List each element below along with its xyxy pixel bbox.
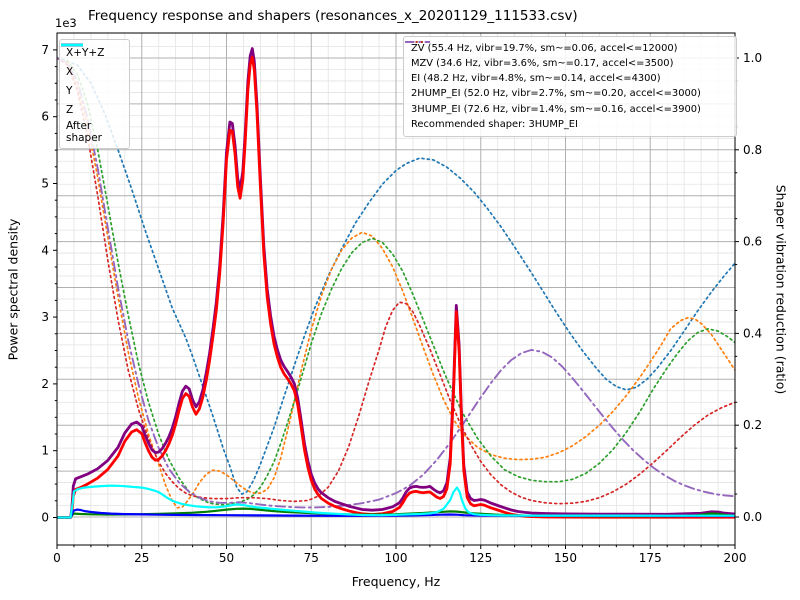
tick-labels: 0 25 50 75 100 125 150 175 200 0 1 2 3 4 5 6 7 1.0 0.8 0.6 0… [41, 43, 762, 565]
y-right-tick-label: 0.2 [743, 418, 762, 432]
series-line-x [57, 55, 735, 519]
psd-curves [57, 47, 735, 519]
y-left-tick-label: 3 [41, 310, 49, 324]
x-tick-label: 200 [724, 551, 747, 565]
x-tick-label: 175 [639, 551, 662, 565]
series-line-2hump-ei [57, 57, 735, 505]
legend-item-zv: ZV (55.4 Hz, vibr=19.7%, sm~=0.06, accel… [405, 41, 729, 56]
x-axis-label: Frequency, Hz [351, 574, 441, 589]
x-tick-label: 100 [385, 551, 408, 565]
series-line-ei [57, 57, 735, 506]
legend-item-2hump-ei-label: 2HUMP_EI (52.0 Hz, vibr=2.7%, sm~=0.20, … [411, 88, 701, 100]
x-tick-label: 50 [219, 551, 234, 565]
legend-psd: X+Y+Z X Y Z After shaper [59, 39, 130, 150]
series-line-mzv [57, 57, 735, 509]
legend-item-2hump-ei: 2HUMP_EI (52.0 Hz, vibr=2.7%, sm~=0.20, … [405, 41, 729, 102]
x-tick-label: 125 [469, 551, 492, 565]
y-left-tick-label: 7 [41, 43, 49, 57]
x-tick-label: 150 [554, 551, 577, 565]
legend-swatch [404, 37, 431, 47]
y-axis-offset-text: 1e3 [55, 16, 77, 30]
legend-swatch [405, 41, 430, 43]
legend-item-ei-label: EI (48.2 Hz, vibr=4.8%, sm~=0.14, accel<… [411, 73, 661, 85]
y-right-tick-label: 0.0 [743, 510, 762, 524]
chart-title: Frequency response and shapers (resonanc… [88, 8, 578, 24]
legend-shapers: ZV (55.4 Hz, vibr=19.7%, sm~=0.06, accel… [403, 36, 737, 138]
series-line-after-shaper [57, 484, 735, 519]
legend-item-y-label: Y [66, 85, 73, 98]
x-tick-label: 75 [304, 551, 319, 565]
legend-item-x-label: X [66, 66, 74, 79]
legend-item-z-label: Z [66, 104, 74, 117]
series-line-x-y-z [57, 47, 735, 519]
y-right-tick-label: 0.6 [743, 235, 762, 249]
y-right-tick-label: 0.4 [743, 326, 762, 340]
y-left-tick-label: 2 [41, 377, 49, 391]
legend-swatch [405, 41, 430, 43]
y-right-tick-label: 0.8 [743, 143, 762, 157]
y-left-tick-label: 1 [41, 444, 49, 458]
y-axis-label-right: Shaper vibration reduction (ratio) [773, 184, 789, 395]
y-left-tick-label: 6 [41, 110, 49, 124]
legend-item-recommended-shaper-label: Recommended shaper: 3HUMP_EI [411, 118, 578, 130]
legend-item-x: X [61, 43, 123, 82]
legend-item-mzv-label: MZV (34.6 Hz, vibr=3.6%, sm~=0.17, accel… [411, 58, 674, 70]
legend-swatch [61, 43, 83, 47]
legend-item-mzv: MZV (34.6 Hz, vibr=3.6%, sm~=0.17, accel… [405, 41, 729, 71]
legend-item-recommended-shaper: Recommended shaper: 3HUMP_EI [411, 117, 729, 132]
series-line-zv [57, 57, 735, 495]
y-left-tick-label: 0 [41, 511, 49, 525]
legend-item-zv-label: ZV (55.4 Hz, vibr=19.7%, sm~=0.06, accel… [411, 42, 678, 54]
legend-item-z: Z [61, 43, 123, 120]
legend-item-x-y-z-label: X+Y+Z [66, 47, 105, 60]
legend-item-after-shaper: After shaper [61, 43, 123, 145]
legend-item-3hump-ei: 3HUMP_EI (72.6 Hz, vibr=1.4%, sm~=0.16, … [405, 41, 729, 117]
y-left-tick-label: 5 [41, 177, 49, 191]
legend-item-ei: EI (48.2 Hz, vibr=4.8%, sm~=0.14, accel<… [405, 41, 729, 86]
y-right-tick-label: 1.0 [743, 51, 762, 65]
tick-marks [53, 49, 739, 549]
y-left-tick-label: 4 [41, 243, 49, 257]
shaper-curves [57, 57, 735, 509]
legend-item-3hump-ei-label: 3HUMP_EI (72.6 Hz, vibr=1.4%, sm~=0.16, … [411, 103, 701, 115]
series-line-3hump-ei [57, 57, 735, 509]
legend-item-after-shaper-label: After shaper [66, 120, 103, 145]
y-axis-label-left: Power spectral density [5, 218, 21, 361]
x-tick-label: 0 [53, 551, 61, 565]
x-tick-label: 25 [134, 551, 149, 565]
legend-item-y: Y [61, 43, 123, 101]
